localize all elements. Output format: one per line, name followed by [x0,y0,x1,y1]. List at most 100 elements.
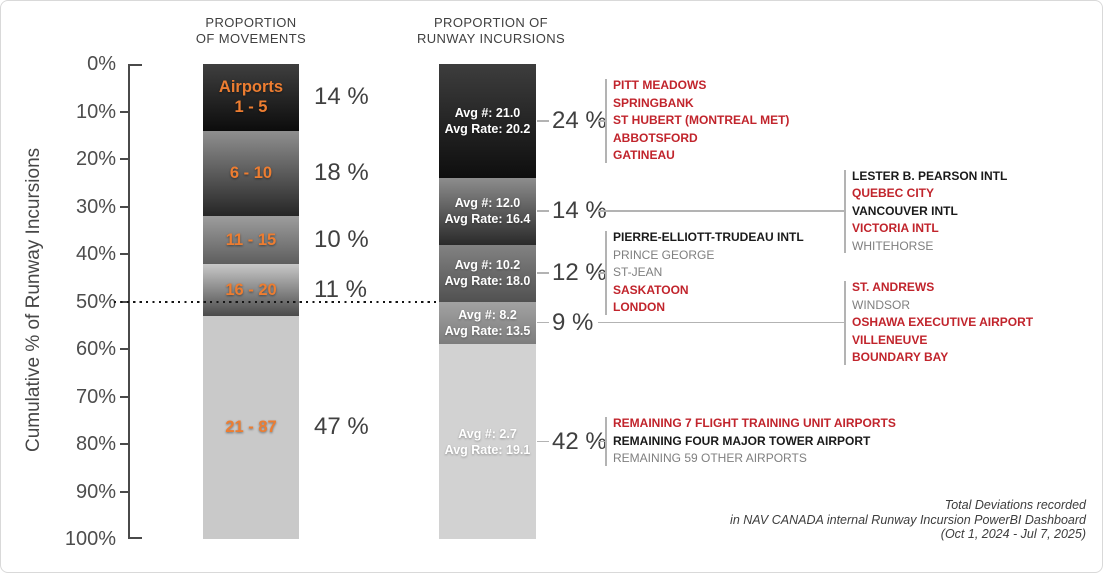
axis-tick-label: 30% [75,195,116,218]
segment-label-line: Avg #: 21.0 [454,106,521,120]
segment-label-line: Avg Rate: 20.2 [444,122,531,136]
bar-segment: 21 - 87 [203,315,299,539]
airport-list-item: REMAINING 59 OTHER AIRPORTS [613,451,807,466]
bar-segment: Avg #: 2.7 Avg Rate: 19.1 [439,344,536,539]
airport-list: REMAINING 7 FLIGHT TRAINING UNIT AIRPORT… [613,415,896,468]
airport-list-item: OSHAWA EXECUTIVE AIRPORT [852,315,1034,330]
airport-list-item: PITT MEADOWS [613,78,707,93]
percent-label: 10 % [314,225,369,253]
connector-stub [537,321,549,324]
connector-stub [537,210,549,212]
bar-segment: Avg #: 12.0 Avg Rate: 16.4 [439,178,536,245]
connector-stub [537,272,549,274]
percent-label: 42 % [552,427,607,455]
segment-label: Avg #: 2.7 Avg Rate: 19.1 [445,426,531,458]
segment-label-line: Avg #: 8.2 [458,307,517,322]
percent-label: 14 % [314,83,369,111]
axis-tick-label: 10% [75,100,116,123]
axis-tick-label: 60% [75,338,116,360]
percent-label: 47 % [314,413,369,441]
airport-list-item: ABBOTSFORD [613,130,698,145]
bar-title-line: PROPORTION [205,15,297,30]
segment-label-line: Avg Rate: 16.4 [444,212,531,227]
connector-line [598,272,605,274]
airport-list-item: REMAINING FOUR MAJOR TOWER AIRPORT [613,433,871,448]
bracket-line [844,281,846,365]
segment-label-line: Avg Rate: 18.0 [444,274,531,288]
airport-list-item: QUEBEC CITY [852,186,935,200]
segment-label-line: 11 - 15 [225,230,277,249]
source-note: Total Deviations recorded in NAV CANADA … [730,498,1086,542]
segment-label-line: Avg #: 12.0 [454,196,521,211]
segment-label-line: Avg Rate: 19.1 [444,442,531,457]
segment-label: 6 - 10 [230,163,272,183]
segment-label: Avg #: 21.0 Avg Rate: 20.2 [445,105,531,137]
airport-list-item: WHITEHORSE [852,238,934,253]
axis-tick [120,395,128,398]
axis-tick [120,158,128,160]
airport-list-item: WINDSOR [852,297,910,312]
connector-line [598,210,844,212]
bar-title: PROPORTION OF RUNWAY INCURSIONS [361,15,621,47]
axis-tick [120,205,128,208]
segment-label-line: 6 - 10 [229,164,273,183]
airport-list-item: REMAINING 7 FLIGHT TRAINING UNIT AIRPORT… [613,416,896,431]
axis-tick-label: 20% [75,148,116,170]
percent-label: 11 % [314,275,367,303]
airport-list-item: ST. ANDREWS [852,280,935,295]
bracket-line [605,417,607,466]
bracket-line [605,231,607,315]
segment-label-line: 16 - 20 [225,280,277,299]
bar-segment: Airports 1 - 5 [203,64,299,131]
axis-tick [120,348,128,350]
airport-list-item: GATINEAU [613,148,675,163]
source-note-line: in NAV CANADA internal Runway Incursion … [730,512,1086,527]
bar-segment: Avg #: 8.2 Avg Rate: 13.5 [439,301,536,345]
axis-tick-label: 0% [87,53,116,75]
airport-list-item: VILLENEUVE [852,332,928,347]
source-note-line: Total Deviations recorded [944,498,1086,512]
segment-label-line: Airports [218,78,284,97]
connector-line [598,440,605,443]
airport-list: PIERRE-ELLIOTT-TRUDEAU INTL PRINCE GEORGE… [613,229,804,317]
segment-label-line: Avg Rate: 13.5 [444,323,531,338]
airport-list: LESTER B. PEARSON INTL QUEBEC CITY VANCOUV… [852,168,1007,256]
bar-title: PROPORTION OF MOVEMENTS [121,15,381,47]
airport-list-item: SPRINGBANK [613,95,694,110]
bracket-line [844,169,846,253]
bar-title-line: RUNWAY INCURSIONS [416,31,566,46]
axis-tick-label: 50% [75,290,116,313]
segment-label-line: 21 - 87 [225,418,277,437]
axis-tick-label: 70% [75,385,116,408]
segment-label-line: Avg #: 2.7 [458,426,517,441]
airport-list-item: LESTER B. PEARSON INTL [852,168,1008,183]
axis-tick [120,253,128,255]
connector-stub [537,120,549,122]
airport-list: ST. ANDREWS WINDSOR OSHAWA EXECUTIVE AIRPO… [852,279,1033,367]
axis-tick-label: 90% [75,480,116,503]
segment-label: Avg #: 10.2 Avg Rate: 18.0 [445,257,531,289]
segment-label: 11 - 15 [226,230,276,250]
airport-list-item: ST HUBERT (MONTREAL MET) [613,113,790,128]
segment-label: Avg #: 8.2 Avg Rate: 13.5 [445,307,531,339]
bar-title-line: OF MOVEMENTS [195,31,307,46]
airport-list-item: ST-JEAN [613,265,663,280]
axis-cap-top [128,64,142,66]
airport-list-item: VICTORIA INTL [852,221,939,235]
percent-label: 14 % [552,197,607,225]
percent-label: 9 % [552,308,594,336]
percent-label: 12 % [552,259,607,286]
airport-list-item: SASKATOON [613,282,689,297]
segment-label: Avg #: 12.0 Avg Rate: 16.4 [445,195,531,227]
segment-label: 21 - 87 [225,417,276,437]
fifty-percent-dotted-line [114,300,439,303]
bar-segment: Avg #: 10.2 Avg Rate: 18.0 [439,244,536,302]
airport-list-item: LONDON [613,300,665,315]
bar-segment: 11 - 15 [203,216,299,264]
axis-tick [120,490,128,493]
percent-label: 18 % [314,159,369,187]
bar-title-line: PROPORTION OF [433,15,549,30]
bracket-line [605,79,607,163]
airport-list-item: VANCOUVER INTL [852,203,958,218]
